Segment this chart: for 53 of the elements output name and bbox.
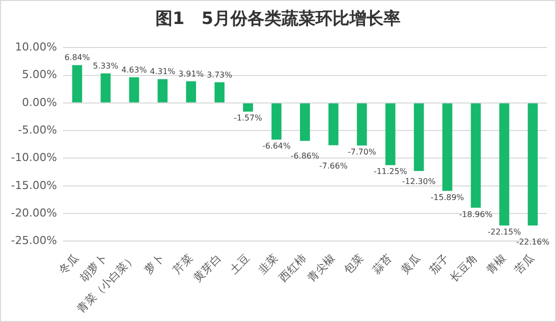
x-tick-label: 苦瓜	[512, 252, 537, 277]
data-label: -7.70%	[348, 148, 376, 157]
bar	[100, 73, 111, 102]
data-label: 5.33%	[92, 62, 119, 71]
bar	[414, 103, 424, 171]
bar	[271, 103, 282, 140]
bar	[214, 82, 225, 102]
x-tick-label: 黄芽白	[191, 252, 224, 284]
y-tick-label: -5.00%	[18, 123, 57, 136]
bar	[186, 81, 196, 102]
data-label: -11.25%	[374, 167, 408, 176]
data-label: -1.57%	[234, 114, 263, 123]
data-label: -6.64%	[262, 142, 292, 151]
bar	[528, 103, 538, 226]
bar	[356, 103, 367, 146]
x-tick-label: 青椒	[484, 252, 508, 277]
data-label: 4.31%	[150, 67, 176, 76]
y-tick-label: 10.00%	[14, 40, 57, 54]
chart-title: 图1 5月份各类蔬菜环比增长率	[154, 8, 402, 30]
x-tick-label: 包菜	[341, 252, 366, 277]
bar	[499, 103, 510, 226]
bar	[243, 103, 253, 112]
x-tick-label: 黄瓜	[398, 252, 424, 277]
bar	[300, 103, 310, 141]
y-tick-label: 0.00%	[22, 96, 57, 109]
data-label: -22.15%	[488, 228, 522, 237]
data-label: -6.86%	[290, 152, 320, 161]
bar	[129, 77, 140, 102]
y-tick-label: -20.00%	[10, 206, 57, 220]
data-label: -18.96%	[459, 210, 493, 219]
x-tick-label: 土豆	[227, 252, 252, 277]
x-tick-label: 蒜苔	[370, 252, 395, 277]
bar	[442, 103, 452, 191]
data-label: 4.63%	[121, 65, 148, 74]
y-tick-label: -15.00%	[10, 178, 57, 192]
bar	[158, 79, 168, 102]
bar	[385, 103, 396, 166]
bar	[328, 103, 338, 146]
data-label: -7.66%	[319, 162, 348, 171]
y-tick-label: -25.00%	[10, 234, 57, 248]
x-tick-label: 青尖椒	[305, 252, 338, 284]
y-tick-label: -10.00%	[10, 151, 57, 164]
y-tick-label: 5.00%	[22, 68, 57, 82]
data-label: 6.84%	[64, 53, 90, 62]
data-label: 3.73%	[206, 70, 233, 80]
data-label: -12.30%	[402, 177, 436, 186]
data-label: -15.89%	[430, 192, 464, 202]
x-tick-label: 萝卜	[142, 252, 167, 277]
data-label: -22.16%	[516, 238, 550, 247]
data-label: 3.91%	[178, 69, 204, 78]
bar	[470, 103, 481, 208]
bar	[72, 65, 82, 102]
x-tick-label: 冬瓜	[56, 252, 82, 277]
